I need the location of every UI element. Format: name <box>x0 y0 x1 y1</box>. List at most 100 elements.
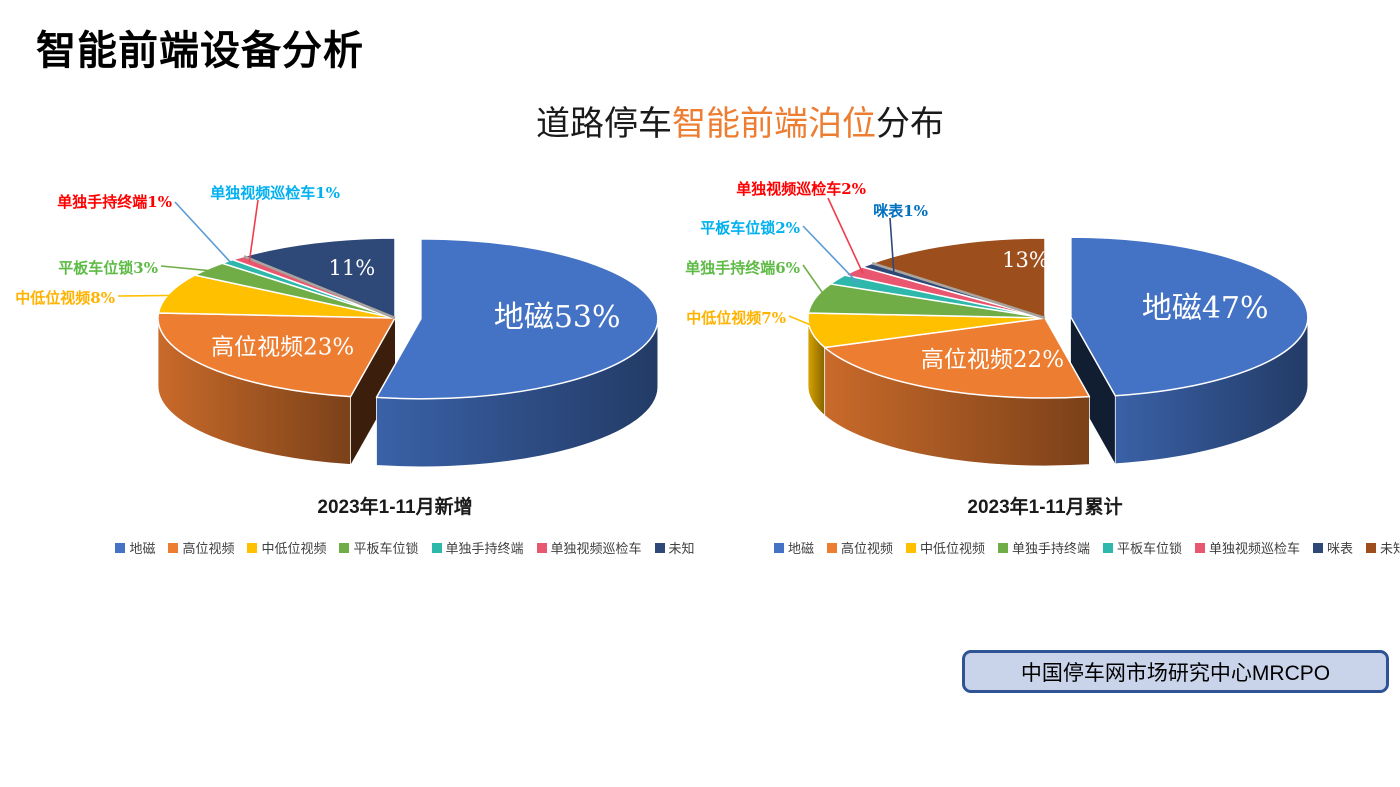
pie-slice-高位视频 <box>157 312 396 398</box>
pie-caption-right: 2023年1-11月累计 <box>967 497 1123 518</box>
legend-swatch-平板车位锁 <box>339 542 350 553</box>
slide-title: 智能前端设备分析 <box>36 29 364 73</box>
chart-title-suffix: 分布 <box>876 105 944 143</box>
legend-swatch-高位视频 <box>826 542 837 553</box>
legend-label-单独手持终端: 单独手持终端 <box>1011 541 1090 556</box>
callout-line-单独视频巡检车 <box>827 197 864 274</box>
pie-slice-未知 <box>871 237 1046 319</box>
legend-item-中低位视频: 中低位视频 <box>905 538 985 557</box>
pie-walls <box>807 317 1309 467</box>
legend-swatch-地磁 <box>773 542 784 553</box>
pie-slice-未知 <box>243 237 396 319</box>
legend-swatch-地磁 <box>115 542 126 553</box>
callout-line-单独手持终端 <box>174 201 232 264</box>
legend-swatch-单独视频巡检车 <box>536 542 547 553</box>
legend-swatch-未知 <box>1366 542 1377 553</box>
legend-label-中低位视频: 中低位视频 <box>261 541 327 556</box>
legend-label-地磁: 地磁 <box>129 541 156 556</box>
callout-line-平板车位锁 <box>160 265 218 273</box>
legend-swatch-单独视频巡检车 <box>1195 542 1206 553</box>
legend-label-单独手持终端: 单独手持终端 <box>445 541 524 556</box>
slice-cut-wall-地磁 <box>1070 317 1116 464</box>
legend-swatch-未知 <box>654 542 665 553</box>
pie-chart-new-additions: 地磁53% 高位视频23% 11% 2023年1-11月新增 地磁 高位视频 中低位视频… <box>0 160 700 570</box>
legend-item-单独视频巡检车: 单独视频巡检车 <box>536 538 642 557</box>
callout-label-中低位视频: 中低位视频7% <box>686 309 786 327</box>
pie-overlays: 地磁47% 高位视频22% 13% <box>788 197 1269 373</box>
pie-slice-地磁 <box>1070 236 1309 397</box>
legend-item-高位视频: 高位视频 <box>826 538 893 557</box>
pie-overlays: 地磁53% 高位视频23% 11% <box>117 199 621 360</box>
callout-line-中低位视频 <box>788 315 823 331</box>
legend-swatch-单独手持终端 <box>997 542 1008 553</box>
pie-inner-label-未知: 11% <box>328 256 375 280</box>
legend-label-中低位视频: 中低位视频 <box>919 541 985 556</box>
legend-swatch-咪表 <box>1313 542 1324 553</box>
pie-svg-right: 地磁47% 高位视频22% 13% <box>788 197 1309 467</box>
legend-item-单独手持终端: 单独手持终端 <box>431 538 524 557</box>
legend-swatch-单独手持终端 <box>431 542 442 553</box>
legend-item-地磁: 地磁 <box>115 538 155 557</box>
source-box: 中国停车网市场研究中心MRCPO <box>962 650 1389 693</box>
callout-line-单独手持终端 <box>802 264 828 300</box>
legend-label-咪表: 咪表 <box>1327 541 1354 556</box>
legend-right: 地磁 高位视频 中低位视频 单独手持终端 平板车位锁 单独视频巡检车 咪表 未知 <box>660 538 1400 557</box>
callout-line-咪表 <box>889 217 895 274</box>
pie-inner-label-高位视频: 高位视频22% <box>921 347 1064 373</box>
chart-title-highlight: 智能前端泊位 <box>672 105 876 143</box>
legend-item-中低位视频: 中低位视频 <box>247 538 326 557</box>
pie-walls <box>157 317 659 468</box>
callout-label-单独手持终端: 单独手持终端6% <box>685 259 800 277</box>
legend-label-单独视频巡检车: 单独视频巡检车 <box>550 541 642 556</box>
legend-label-未知: 未知 <box>668 541 695 556</box>
legend-item-单独手持终端: 单独手持终端 <box>997 538 1090 557</box>
legend-left: 地磁 高位视频 中低位视频 平板车位锁 单独手持终端 单独视频巡检车 未知 <box>0 538 700 557</box>
legend-item-高位视频: 高位视频 <box>168 538 234 557</box>
pie-slice-高位视频 <box>823 317 1091 399</box>
legend-item-平板车位锁: 平板车位锁 <box>339 538 419 557</box>
pie-top-faces <box>807 236 1309 399</box>
legend-item-未知: 未知 <box>1366 538 1400 557</box>
callout-label-中低位视频: 中低位视频8% <box>15 289 115 307</box>
pie-inner-label-未知: 13% <box>1002 248 1049 272</box>
legend-label-高位视频: 高位视频 <box>840 541 893 556</box>
callout-label-单独视频巡检车: 单独视频巡检车2% <box>736 180 866 198</box>
chart-main-title: 道路停车智能前端泊位分布 <box>80 96 1400 145</box>
legend-swatch-中低位视频 <box>905 542 916 553</box>
callout-label-平板车位锁: 平板车位锁3% <box>58 259 158 277</box>
chart-title-prefix: 道路停车 <box>536 105 672 143</box>
pie-inner-label-地磁: 地磁53% <box>494 300 621 335</box>
pie-top-faces <box>157 237 659 400</box>
pie-inner-label-高位视频: 高位视频23% <box>211 334 354 360</box>
pie-slice-地磁 <box>375 238 659 400</box>
legend-item-地磁: 地磁 <box>773 538 814 557</box>
pie-svg-left: 地磁53% 高位视频23% 11% <box>117 199 659 468</box>
callout-line-中低位视频 <box>117 294 188 297</box>
slice-gray-edge <box>243 255 396 320</box>
legend-swatch-中低位视频 <box>247 542 258 553</box>
legend-label-单独视频巡检车: 单独视频巡检车 <box>1209 541 1301 556</box>
callout-label-平板车位锁: 平板车位锁2% <box>700 219 800 237</box>
legend-label-高位视频: 高位视频 <box>182 541 235 556</box>
slice-cut-wall-高位视频 <box>350 318 395 465</box>
legend-item-未知: 未知 <box>654 538 695 557</box>
legend-label-平板车位锁: 平板车位锁 <box>353 541 419 556</box>
callout-label-单独视频巡检车: 单独视频巡检车1% <box>210 184 340 202</box>
callout-line-单独视频巡检车 <box>248 199 259 263</box>
callout-label-单独手持终端: 单独手持终端1% <box>57 193 172 211</box>
legend-swatch-平板车位锁 <box>1103 542 1113 553</box>
slice-gray-edge <box>871 261 1046 320</box>
legend-label-地磁: 地磁 <box>787 541 814 556</box>
pie-inner-label-地磁: 地磁47% <box>1142 291 1269 326</box>
pie-slice-中低位视频 <box>157 274 396 319</box>
legend-item-平板车位锁: 平板车位锁 <box>1103 538 1182 557</box>
pie-chart-cumulative: 地磁47% 高位视频22% 13% 2023年1-11月累计 地磁 高位视频 中低位视频… <box>660 160 1400 570</box>
callout-line-平板车位锁 <box>802 225 859 284</box>
pie-caption-left: 2023年1-11月新增 <box>317 497 473 518</box>
callout-label-咪表: 咪表1% <box>873 202 928 220</box>
legend-label-平板车位锁: 平板车位锁 <box>1117 541 1183 556</box>
legend-item-单独视频巡检车: 单独视频巡检车 <box>1195 538 1300 557</box>
legend-item-咪表: 咪表 <box>1313 538 1353 557</box>
legend-label-未知: 未知 <box>1380 541 1400 556</box>
